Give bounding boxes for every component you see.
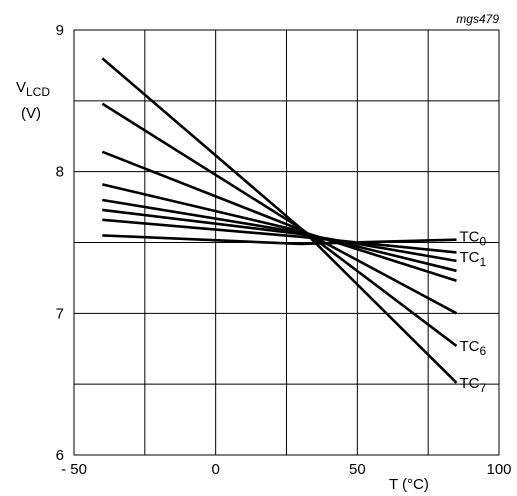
- y-axis-label-sub: LCD: [26, 85, 50, 99]
- figure-code: mgs479: [456, 12, 499, 26]
- series-line-1: [102, 218, 457, 254]
- plot-frame: [73, 29, 500, 456]
- series-label-main: TC: [460, 375, 480, 392]
- series-label-main: TC: [460, 338, 480, 355]
- series-label-sub: 7: [480, 381, 487, 395]
- y-tick-label: 9: [56, 22, 64, 39]
- series-line-0: [102, 234, 457, 246]
- x-tick-label: 100: [486, 461, 511, 478]
- x-tick-label: 0: [211, 461, 219, 478]
- x-tick-label: 50: [349, 461, 366, 478]
- x-axis-label: T (°C): [389, 476, 429, 493]
- series-line-3: [102, 198, 457, 273]
- series-label-sub: 1: [480, 255, 487, 269]
- series-label-tc1: TC1: [460, 249, 487, 269]
- tick-labels: - 50 0 50 100 6 7 8 9: [56, 22, 512, 478]
- series-label-tc6: TC6: [460, 338, 487, 358]
- grid: [74, 30, 499, 455]
- series-label-sub: 0: [480, 235, 487, 249]
- y-tick-label: 7: [56, 305, 64, 322]
- series-lines: [101, 57, 458, 384]
- y-tick-label: 8: [56, 164, 64, 181]
- x-tick-label: - 50: [61, 461, 87, 478]
- y-axis-label-main: V: [16, 79, 26, 96]
- series-label-tc7: TC7: [460, 375, 487, 395]
- series-line-7: [101, 57, 458, 384]
- y-tick-label: 6: [56, 447, 64, 464]
- series-label-main: TC: [460, 249, 480, 266]
- series-label-tc0: TC0: [460, 229, 487, 249]
- y-axis-label: VLCD: [16, 79, 50, 99]
- y-axis-unit: (V): [21, 105, 41, 122]
- series-label-sub: 6: [480, 344, 487, 358]
- series-line-2: [102, 208, 457, 263]
- series-label-main: TC: [460, 229, 480, 246]
